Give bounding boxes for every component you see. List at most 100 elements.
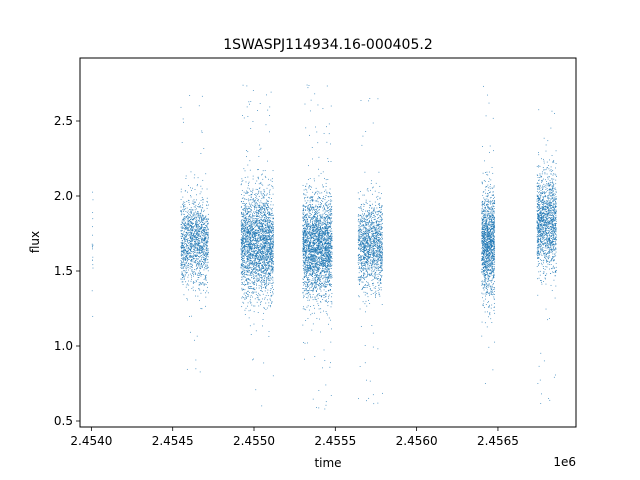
data-point [200,237,201,239]
data-point [320,248,322,250]
data-point [188,269,189,271]
data-point [247,241,248,243]
data-point [266,194,267,196]
data-point [319,241,321,243]
data-point [186,217,188,219]
data-point [247,192,249,193]
data-point [199,242,201,244]
data-point [322,236,323,237]
data-point [307,226,309,227]
data-point [241,231,243,233]
data-point [191,256,193,257]
data-point [302,237,304,239]
data-point [186,251,188,252]
data-point [192,240,194,241]
data-point [197,261,199,262]
data-point [192,265,193,266]
data-point [311,234,313,236]
data-point [197,250,199,252]
data-point [191,240,193,242]
data-point [202,214,203,216]
data-point [256,272,257,274]
data-point [241,242,243,244]
data-point [201,229,203,231]
data-point [329,267,331,269]
data-point [257,251,259,253]
data-point [264,241,266,243]
data-point [312,296,314,298]
data-point [198,263,199,265]
data-point [303,279,304,280]
data-point [200,213,202,214]
data-point [269,214,271,216]
data-point [260,211,261,213]
data-point [263,235,265,236]
data-point [92,244,94,246]
data-point [271,215,273,217]
data-point [250,252,252,254]
data-point [306,251,308,253]
data-point [181,222,183,224]
data-point [268,251,269,253]
data-point [268,213,270,215]
data-point [188,220,190,222]
data-point [308,187,310,189]
data-point [318,244,320,246]
data-point [253,240,255,242]
data-point [258,255,259,257]
data-point [267,223,269,225]
data-point [244,222,245,223]
data-point [262,234,264,236]
data-point [198,234,199,236]
data-point [266,261,268,263]
data-point [262,178,264,180]
data-point [308,267,310,269]
data-point [182,264,184,265]
data-point [259,221,261,223]
data-point [241,228,243,229]
data-point [246,261,248,263]
data-point [244,227,246,229]
data-point [202,198,204,200]
data-point [256,256,257,258]
data-point [307,207,308,209]
data-point [249,246,251,248]
data-point [306,264,308,266]
data-point [319,274,321,276]
data-point [303,296,305,297]
data-point [184,254,186,256]
data-point [252,256,253,258]
data-point [206,220,208,222]
data-point [325,286,327,288]
data-point [251,240,253,242]
data-point [315,211,317,213]
data-point [243,252,245,254]
data-point [253,243,254,245]
data-point [205,279,207,281]
data-point [263,261,265,263]
data-point [196,239,198,241]
data-point [315,200,317,202]
data-point [207,259,209,260]
data-point [203,253,205,255]
data-point [249,243,250,245]
data-point [270,240,271,242]
data-point [202,179,204,181]
data-point [271,266,273,268]
data-point [242,278,244,280]
data-point [187,230,189,231]
data-point [272,235,273,236]
data-point [201,267,203,268]
data-point [207,213,209,215]
data-point [203,248,204,249]
data-point [184,239,186,241]
data-point [254,272,256,274]
data-point [313,207,315,209]
data-point [266,240,268,242]
data-point [250,225,251,227]
data-point [313,258,315,260]
data-point [308,223,310,225]
data-point [248,231,250,233]
data-point [200,199,202,201]
data-point [247,265,249,267]
